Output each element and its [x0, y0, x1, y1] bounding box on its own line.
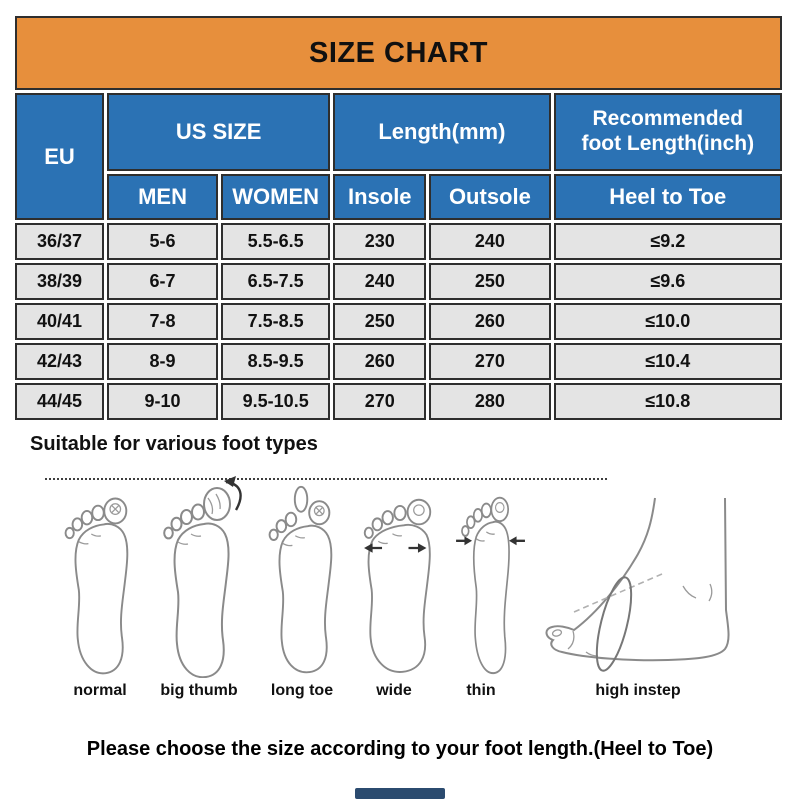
header-row-1: EU US SIZE Length(mm) Recommended foot L… [15, 93, 782, 220]
outsole-cell: 260 [429, 303, 551, 340]
eu-cell: 44/45 [15, 383, 104, 420]
foot-long-toe-illustration [268, 485, 333, 674]
col-header-insole: Insole [333, 174, 427, 220]
header-row-2: MEN WOMEN Insole Outsole Heel to Toe [15, 174, 782, 220]
size-advice-note: Please choose the size according to your… [86, 738, 714, 760]
col-header-recommended: Recommended foot Length(inch) [553, 93, 782, 171]
toe-reference-dotted-line [45, 478, 607, 480]
insole-cell: 240 [333, 263, 427, 300]
men-cell: 7-8 [106, 303, 219, 340]
women-cell: 5.5-6.5 [221, 223, 331, 260]
insole-cell: 250 [333, 303, 427, 340]
eu-cell: 36/37 [15, 223, 104, 260]
foot-big-thumb-illustration [163, 476, 242, 678]
foot-normal-illustration [64, 497, 129, 675]
women-cell: 6.5-7.5 [221, 263, 331, 300]
recommended-line-2: foot Length(inch) [581, 132, 755, 155]
men-cell: 5-6 [106, 223, 219, 260]
col-header-men: MEN [106, 174, 219, 220]
women-cell: 7.5-8.5 [221, 303, 331, 340]
col-header-eu: EU [15, 93, 104, 220]
foot-wide-illustration [363, 498, 432, 673]
men-cell: 9-10 [106, 383, 219, 420]
outsole-cell: 270 [429, 343, 551, 380]
heel-to-toe-cell: ≤9.6 [553, 263, 782, 300]
foot-high-instep-illustration [545, 497, 730, 672]
women-cell: 8.5-9.5 [221, 343, 331, 380]
foot-types-heading: Suitable for various foot types [30, 433, 318, 455]
eu-cell: 40/41 [15, 303, 104, 340]
outsole-cell: 280 [429, 383, 551, 420]
table-row: 42/43 8-9 8.5-9.5 260 270 ≤10.4 [15, 343, 782, 380]
men-cell: 6-7 [106, 263, 219, 300]
col-header-heel-to-toe: Heel to Toe [553, 174, 782, 220]
col-header-length-mm: Length(mm) [333, 93, 551, 171]
col-header-women: WOMEN [221, 174, 331, 220]
heel-to-toe-cell: ≤10.8 [553, 383, 782, 420]
table-row: 38/39 6-7 6.5-7.5 240 250 ≤9.6 [15, 263, 782, 300]
foot-label-normal: normal [73, 682, 127, 699]
foot-label-thin: thin [466, 682, 496, 699]
men-cell: 8-9 [106, 343, 219, 380]
heel-to-toe-cell: ≤9.2 [553, 223, 782, 260]
heel-to-toe-cell: ≤10.4 [553, 343, 782, 380]
table-row: 40/41 7-8 7.5-8.5 250 260 ≤10.0 [15, 303, 782, 340]
size-chart-title: SIZE CHART [15, 16, 782, 90]
foot-label-big-thumb: big thumb [160, 682, 238, 699]
heel-to-toe-cell: ≤10.0 [553, 303, 782, 340]
foot-thin-illustration [456, 496, 525, 675]
eu-cell: 38/39 [15, 263, 104, 300]
insole-cell: 230 [333, 223, 427, 260]
bottom-bar-decoration [355, 788, 445, 799]
banner-row: SIZE CHART [15, 16, 782, 90]
insole-cell: 270 [333, 383, 427, 420]
women-cell: 9.5-10.5 [221, 383, 331, 420]
eu-cell: 42/43 [15, 343, 104, 380]
size-chart-table: SIZE CHART EU US SIZE Length(mm) Recomme… [12, 13, 785, 423]
col-header-us-size: US SIZE [106, 93, 331, 171]
insole-cell: 260 [333, 343, 427, 380]
recommended-line-1: Recommended [592, 107, 744, 131]
table-row: 36/37 5-6 5.5-6.5 230 240 ≤9.2 [15, 223, 782, 260]
foot-label-long-toe: long toe [270, 682, 334, 699]
foot-label-wide: wide [376, 682, 412, 699]
table-row: 44/45 9-10 9.5-10.5 270 280 ≤10.8 [15, 383, 782, 420]
outsole-cell: 250 [429, 263, 551, 300]
col-header-outsole: Outsole [429, 174, 551, 220]
outsole-cell: 240 [429, 223, 551, 260]
foot-label-high-instep: high instep [595, 682, 681, 699]
